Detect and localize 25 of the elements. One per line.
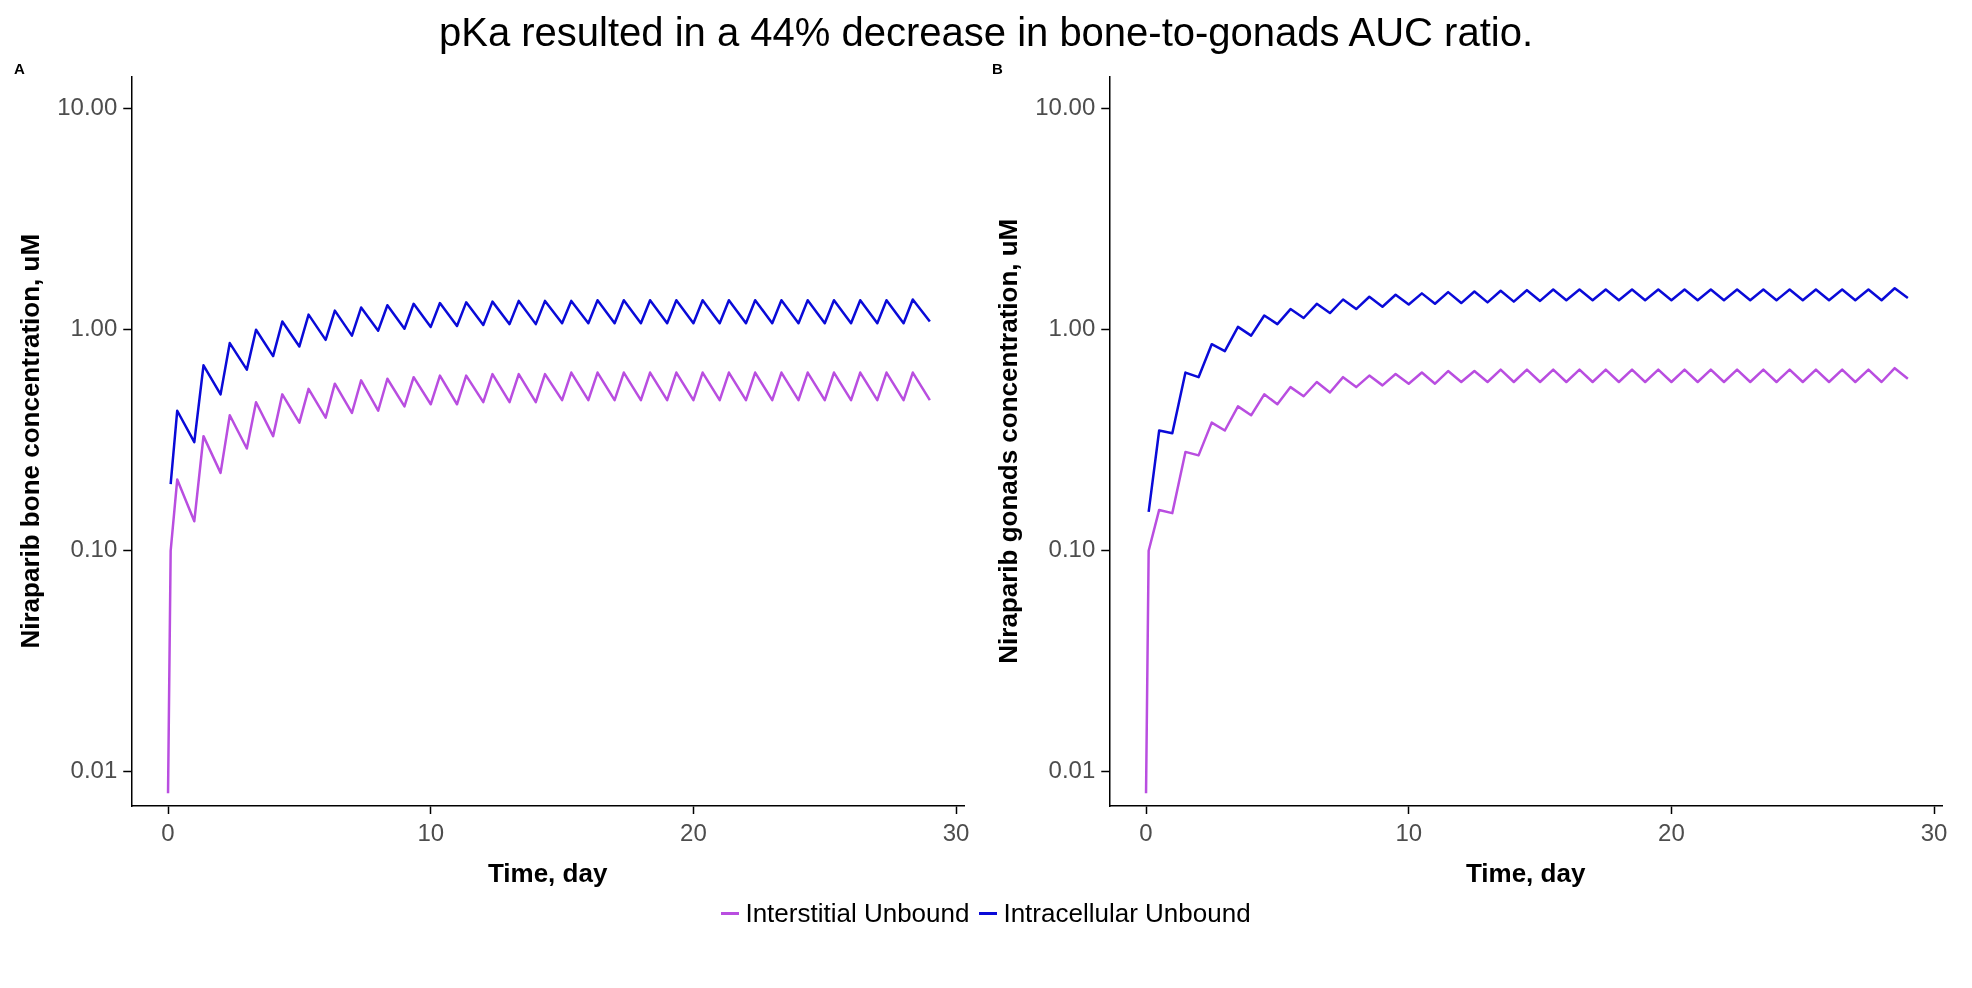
x-axis-title: Time, day bbox=[1465, 857, 1586, 888]
x-tick-label: 10 bbox=[1395, 819, 1423, 847]
y-tick-label: 10.00 bbox=[57, 93, 118, 121]
chart-title: pKa resulted in a 44% decrease in bone-to-gonads AUC ratio. bbox=[438, 9, 1534, 56]
text: B bbox=[992, 59, 1003, 77]
y-axis-title: Niraparib bone concentration, uM bbox=[14, 233, 45, 649]
x-tick-label: 0 bbox=[161, 819, 175, 847]
y-tick-label: 1.00 bbox=[70, 314, 118, 342]
x-tick-label: 30 bbox=[942, 819, 970, 847]
x-tick-label: 20 bbox=[680, 819, 707, 847]
y-tick-label: 10.00 bbox=[1035, 93, 1096, 121]
legend-label: Interstitial Unbound bbox=[745, 898, 970, 929]
text: A bbox=[14, 59, 25, 77]
x-tick-label: 10 bbox=[417, 819, 445, 847]
x-tick-label: 0 bbox=[1139, 819, 1153, 847]
y-tick-label: 1.00 bbox=[1048, 314, 1096, 342]
y-tick-label: 0.10 bbox=[1048, 535, 1096, 563]
y-tick-label: 0.01 bbox=[1048, 756, 1096, 784]
x-axis-title: Time, day bbox=[487, 857, 608, 888]
x-tick-label: 20 bbox=[1658, 819, 1685, 847]
y-axis-title: Niraparib gonads concentration, uM bbox=[992, 218, 1023, 664]
legend-label: Intracellular Unbound bbox=[1003, 898, 1251, 929]
y-tick-label: 0.10 bbox=[70, 535, 118, 563]
y-tick-label: 0.01 bbox=[70, 756, 118, 784]
x-tick-label: 30 bbox=[1920, 819, 1948, 847]
